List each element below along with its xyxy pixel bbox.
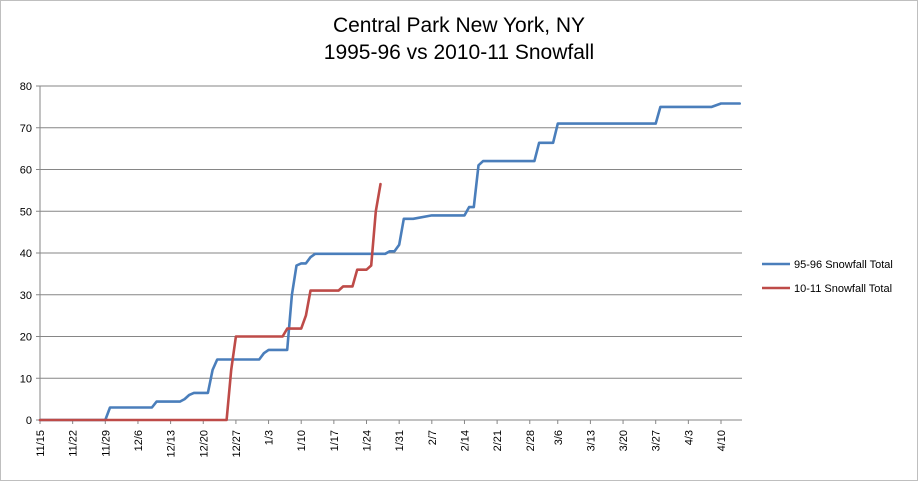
y-axis-ticks: 0 10 20 30 40 50 60 70 80 <box>20 81 40 427</box>
x-tick-label: 4/3 <box>683 430 695 445</box>
series-lines <box>38 102 742 422</box>
chart-title-line1: Central Park New York, NY <box>332 14 586 37</box>
series-line-1 <box>38 102 742 422</box>
legend-label-1: 95-96 Snowfall Total <box>794 259 893 271</box>
chart-subtitle: 1995-96 vs 2010-11 Snowfall <box>323 41 595 64</box>
x-tick-label: 3/27 <box>651 430 663 451</box>
chart-title: Central Park New York, NY 1995-96 vs 201… <box>0 12 918 66</box>
y-tick-label: 50 <box>20 206 32 218</box>
y-tick-label: 0 <box>26 415 32 427</box>
x-tick-label: 2/14 <box>459 430 471 451</box>
y-tick-label: 10 <box>20 373 32 385</box>
x-tick-label: 2/7 <box>427 430 439 445</box>
y-tick-label: 40 <box>20 248 32 260</box>
legend-label-2: 10-11 Snowfall Total <box>794 283 892 295</box>
x-tick-label: 12/6 <box>133 430 145 451</box>
x-axis-ticks: 11/15 11/22 11/29 12/6 12/13 12/20 12/27 1/3 1/1… <box>35 420 728 458</box>
y-tick-label: 80 <box>20 81 32 93</box>
series-line-2 <box>38 182 382 422</box>
y-tick-label: 60 <box>20 165 32 177</box>
y-tick-label: 20 <box>20 332 32 344</box>
x-tick-label: 2/28 <box>525 430 537 451</box>
x-tick-label: 1/31 <box>394 430 406 451</box>
x-tick-label: 3/13 <box>585 430 597 451</box>
x-tick-label: 12/20 <box>198 430 210 458</box>
x-tick-label: 3/20 <box>618 430 630 451</box>
x-tick-label: 1/3 <box>264 430 276 445</box>
gridlines <box>40 85 742 379</box>
x-tick-label: 11/22 <box>68 430 80 457</box>
x-tick-label: 12/13 <box>166 430 178 458</box>
x-tick-label: 11/29 <box>100 430 112 457</box>
x-tick-label: 12/27 <box>231 430 243 458</box>
x-tick-label: 1/17 <box>329 430 341 451</box>
x-tick-label: 3/6 <box>553 430 565 445</box>
y-tick-label: 30 <box>20 290 32 302</box>
x-tick-label: 1/10 <box>296 430 308 451</box>
x-tick-label: 11/15 <box>35 430 47 457</box>
y-tick-label: 70 <box>20 123 32 135</box>
x-tick-label: 2/21 <box>492 430 504 451</box>
legend: 95-96 Snowfall Total 10-11 Snowfall Total <box>762 259 893 295</box>
x-tick-label: 4/10 <box>716 430 728 451</box>
x-tick-label: 1/24 <box>362 430 374 451</box>
